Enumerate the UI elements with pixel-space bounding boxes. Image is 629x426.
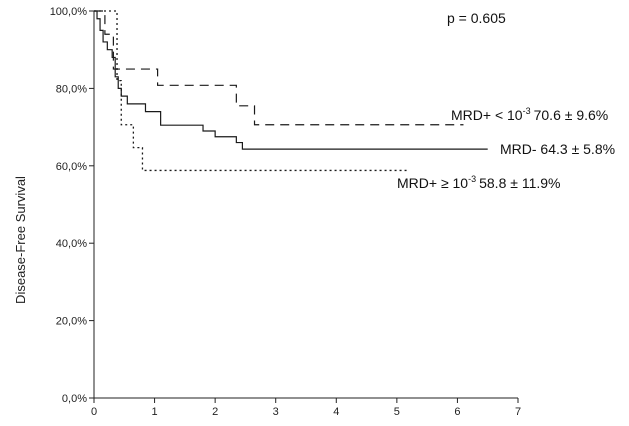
legend-label-mrd-plus-high-value: 58.8 ± 11.9% [479,175,560,191]
y-tick-label: 0,0% [62,393,87,405]
legend-label-mrd-plus-high: MRD+ ≥ 10-3 58.8 ± 11.9% [397,174,560,191]
legend-label-mrd-plus-low-value: 70.6 ± 9.6% [534,107,609,123]
legend-label-mrd-minus: MRD- 64.3 ± 5.8% [500,141,615,157]
series-line-mrd-plus-high [94,10,409,172]
survival-curves [94,10,488,172]
x-tick-label: 6 [454,406,460,418]
y-tick-label: 20,0% [56,316,87,328]
series-line-mrd-plus-low [94,10,464,126]
legend-label-mrd-plus-low: MRD+ < 10-3 70.6 ± 9.6% [451,106,608,123]
axes [89,10,519,403]
series-line-mrd-minus [94,10,488,150]
x-tick-label: 5 [394,406,400,418]
x-tick-label: 0 [91,406,97,418]
x-tick-label: 1 [152,406,158,418]
legend-label-mrd-plus-high-sup: -3 [468,174,476,184]
tick-labels: 0,0% 20,0% 40,0% 60,0% 80,0% 100,0% 0 1 2 3 4 5 6 7 [50,6,521,418]
y-tick-label: 40,0% [56,238,87,250]
x-tick-label: 3 [273,406,279,418]
p-value-annotation: p = 0.605 [447,10,506,26]
legend-label-mrd-plus-low-main: MRD+ < 10 [451,107,523,123]
y-tick-label: 100,0% [50,6,88,18]
legend-label-mrd-plus-high-main: MRD+ ≥ 10 [397,175,468,191]
y-tick-label: 60,0% [56,161,87,173]
y-axis-label: Disease-Free Survival [13,176,28,304]
x-tick-label: 2 [212,406,218,418]
x-tick-label: 4 [333,406,339,418]
y-tick-label: 80,0% [56,83,87,95]
legend-label-mrd-plus-low-sup: -3 [523,106,531,116]
x-tick-label: 7 [515,406,521,418]
